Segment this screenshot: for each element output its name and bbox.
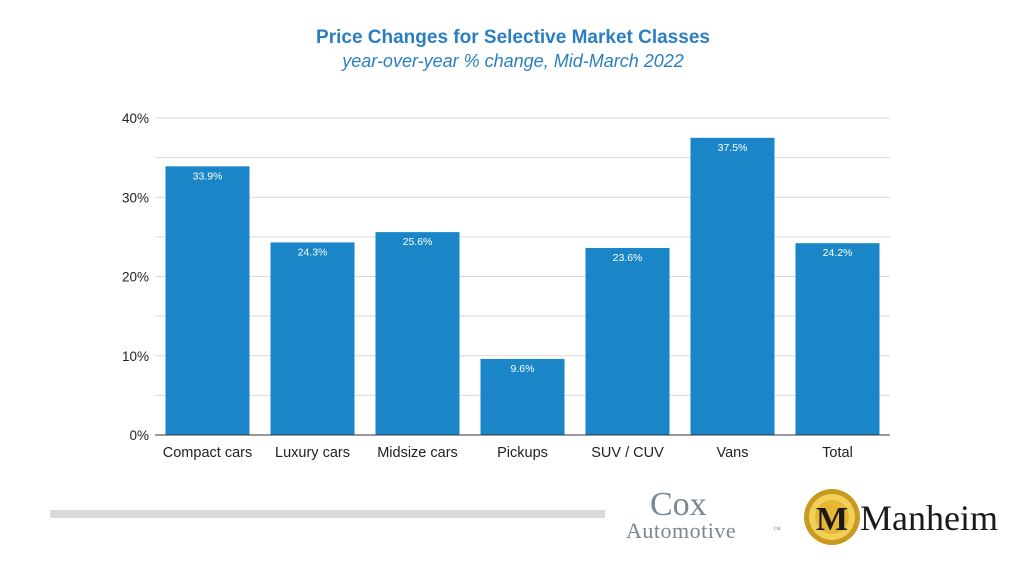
chart-subtitle: year-over-year % change, Mid-March 2022: [340, 51, 684, 71]
y-tick-label: 0%: [129, 428, 149, 443]
y-tick-label: 20%: [122, 270, 149, 285]
data-label: 33.9%: [193, 170, 223, 182]
y-tick-label: 10%: [122, 349, 149, 364]
manheim-badge-core: [815, 500, 849, 534]
data-label: 25.6%: [403, 236, 433, 248]
bar-midsize-cars: [375, 232, 460, 435]
x-tick-label: SUV / CUV: [591, 445, 664, 461]
bar-pickups: [480, 358, 565, 435]
y-tick-label: 30%: [122, 190, 149, 205]
data-labels: 33.9% 24.3% 25.6% 9.6% 23.6% 37.5% 24.2%: [193, 142, 853, 375]
x-tick-label: Midsize cars: [377, 445, 458, 461]
x-axis-ticks: Compact cars Luxury cars Midsize cars Picku…: [163, 445, 853, 461]
bar-vans: [690, 137, 775, 435]
y-axis-ticks: 0% 10% 20% 30% 40%: [122, 111, 149, 443]
data-label: 9.6%: [511, 363, 535, 375]
data-label: 37.5%: [718, 142, 748, 154]
bar-series: [165, 137, 880, 435]
x-tick-label: Pickups: [497, 445, 548, 461]
x-tick-label: Luxury cars: [275, 445, 350, 461]
cox-automotive-logo: Cox Automotive ™: [626, 486, 781, 543]
data-label: 24.2%: [823, 247, 853, 259]
trademark-symbol: ™: [773, 525, 781, 534]
data-label: 23.6%: [613, 252, 643, 264]
manheim-wordmark: Manheim: [860, 498, 998, 538]
x-tick-label: Vans: [717, 445, 749, 461]
bar-luxury-cars: [270, 242, 355, 435]
bar-suv-cuv: [585, 247, 670, 435]
gridlines: [155, 117, 890, 396]
chart-title: Price Changes for Selective Market Class…: [316, 27, 710, 48]
bar-compact-cars: [165, 166, 250, 435]
bar-total: [795, 243, 880, 435]
automotive-logo-text: Automotive: [626, 518, 736, 543]
x-tick-label: Compact cars: [163, 445, 252, 461]
footer-bar: [50, 510, 605, 518]
data-label: 24.3%: [298, 246, 328, 258]
manheim-logo: M Manheim: [804, 489, 998, 545]
x-tick-label: Total: [822, 445, 853, 461]
y-tick-label: 40%: [122, 111, 149, 126]
cox-logo-text: Cox: [650, 486, 707, 523]
manheim-badge-letter: M: [816, 501, 848, 538]
